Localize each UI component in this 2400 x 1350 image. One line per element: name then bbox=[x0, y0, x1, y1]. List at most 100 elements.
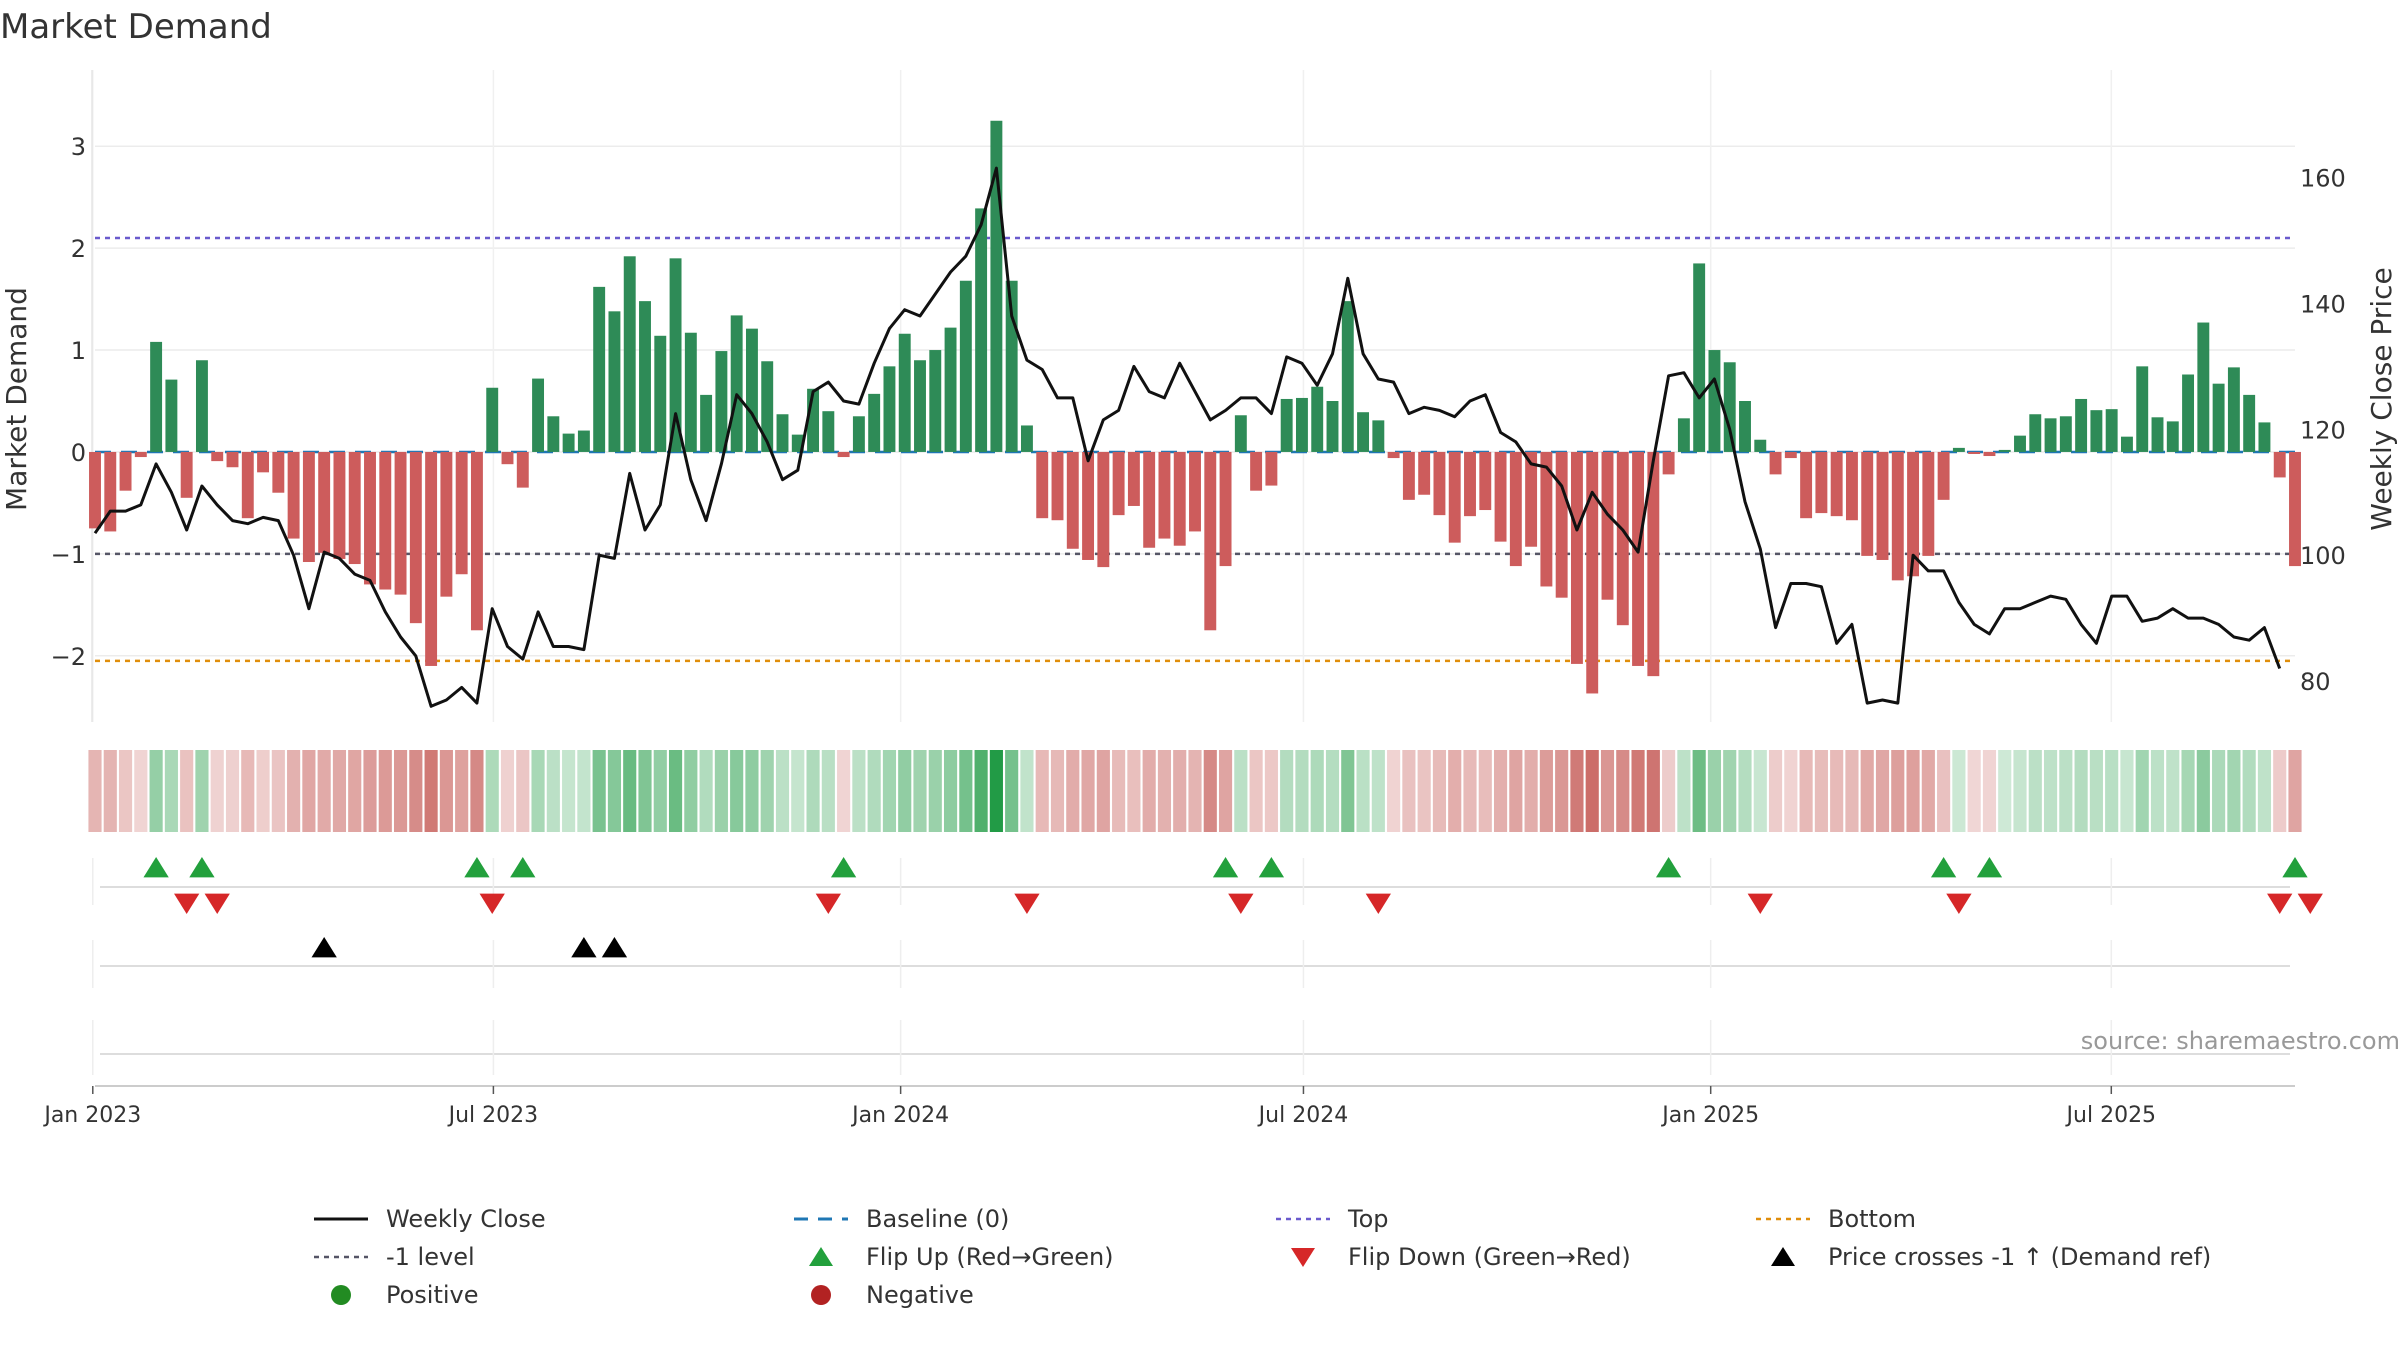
heat-strip-cell bbox=[1662, 750, 1676, 832]
heat-strip-cell bbox=[149, 750, 163, 832]
demand-bar bbox=[287, 451, 300, 539]
marker-panels bbox=[92, 858, 2295, 1087]
demand-bar bbox=[2258, 422, 2271, 452]
legend-symbol-line-solid bbox=[314, 1217, 368, 1221]
heat-strip-cell bbox=[668, 750, 683, 832]
heat-strip-cell bbox=[1509, 750, 1523, 832]
demand-heat-strip bbox=[88, 750, 2302, 832]
demand-bar bbox=[394, 451, 407, 595]
demand-bar bbox=[2227, 367, 2240, 452]
heat-strip-cell bbox=[2242, 750, 2256, 832]
demand-bar bbox=[1265, 451, 1278, 486]
heat-strip-cell bbox=[1646, 750, 1660, 832]
demand-bar bbox=[2151, 417, 2164, 452]
demand-bar bbox=[1020, 425, 1033, 452]
demand-bar bbox=[89, 451, 101, 529]
heat-strip-cell bbox=[2166, 750, 2180, 832]
heat-strip-cell bbox=[1020, 750, 1034, 832]
demand-bar bbox=[2197, 322, 2210, 452]
flip-up-marker bbox=[189, 857, 215, 878]
heat-strip-cell bbox=[775, 750, 790, 832]
heat-strip-cell bbox=[730, 750, 744, 832]
heat-strip-cell bbox=[592, 750, 606, 832]
x-tick-label: Jul 2023 bbox=[447, 1103, 539, 1128]
demand-bar bbox=[1570, 451, 1583, 664]
demand-bar bbox=[226, 451, 239, 468]
demand-bar bbox=[2105, 409, 2118, 452]
demand-bar bbox=[868, 393, 881, 452]
heat-strip-cell bbox=[2120, 750, 2134, 832]
heat-strip-cell bbox=[2043, 750, 2058, 832]
heat-strip-cell bbox=[363, 750, 377, 832]
y-tick-label: 1 bbox=[71, 337, 86, 365]
heat-strip-cell bbox=[1692, 750, 1706, 832]
flip-up-marker bbox=[510, 857, 536, 878]
heat-strip-cell bbox=[1952, 750, 1966, 832]
demand-bar bbox=[1937, 451, 1950, 500]
heat-strip-cell bbox=[302, 750, 316, 832]
demand-bar bbox=[1112, 451, 1125, 516]
demand-bar bbox=[700, 394, 713, 452]
demand-bar bbox=[1800, 451, 1813, 519]
heat-strip-cell bbox=[210, 750, 224, 832]
heat-strip-cell bbox=[2257, 750, 2272, 832]
demand-bar bbox=[241, 451, 254, 519]
price-cross-marker bbox=[311, 937, 337, 958]
demand-bar bbox=[807, 388, 820, 452]
heat-strip-cell bbox=[2288, 750, 2302, 832]
heat-strip-cell bbox=[195, 750, 209, 832]
demand-bar bbox=[470, 451, 483, 631]
heat-strip-cell bbox=[1142, 750, 1156, 832]
demand-bar bbox=[2182, 374, 2195, 452]
heat-strip-cell bbox=[1310, 750, 1324, 832]
demand-bar bbox=[1234, 415, 1247, 452]
heat-strip-cell bbox=[1341, 750, 1355, 832]
demand-bar bbox=[914, 360, 926, 452]
price-cross-marker bbox=[601, 937, 628, 958]
price-cross-markers bbox=[311, 937, 628, 958]
demand-bar bbox=[1723, 362, 1736, 452]
flip-down-marker bbox=[1365, 893, 1391, 914]
x-tick-label: Jul 2025 bbox=[2065, 1103, 2157, 1128]
heat-strip-cell bbox=[1753, 750, 1767, 832]
demand-bar bbox=[104, 451, 117, 532]
legend-item-baseline: Baseline (0) bbox=[790, 1205, 1009, 1233]
heat-strip-cell bbox=[348, 750, 362, 832]
heat-strip-cell bbox=[1081, 750, 1095, 832]
demand-bar bbox=[272, 451, 285, 493]
demand-bar bbox=[2075, 398, 2088, 452]
heat-strip-cell bbox=[2227, 750, 2241, 832]
demand-bar bbox=[150, 341, 163, 452]
flip-down-marker bbox=[204, 893, 230, 914]
heat-strip-cell bbox=[424, 750, 438, 832]
heat-strip-cell bbox=[882, 750, 897, 832]
heat-strip-cell bbox=[837, 750, 851, 832]
demand-bar bbox=[2212, 383, 2225, 452]
demand-bar bbox=[2044, 418, 2057, 452]
heat-strip-cell bbox=[470, 750, 484, 832]
flip-up-marker bbox=[1976, 857, 2003, 878]
legend-item-negative: Negative bbox=[790, 1281, 974, 1309]
heat-strip-cell bbox=[1814, 750, 1828, 832]
heat-strip-cell bbox=[577, 750, 591, 832]
source-note: source: sharemaestro.com bbox=[2081, 1027, 2400, 1055]
demand-bar bbox=[745, 328, 758, 452]
demand-bar bbox=[1219, 451, 1232, 567]
heat-strip-cell bbox=[1432, 750, 1447, 832]
demand-bar bbox=[1739, 401, 1751, 452]
flip-up-marker bbox=[1655, 857, 1682, 878]
demand-bar bbox=[1418, 451, 1431, 495]
demand-bar bbox=[501, 451, 514, 465]
heat-strip-cell bbox=[2181, 750, 2195, 832]
y-tick-label: 3 bbox=[71, 133, 86, 161]
chart-grid bbox=[91, 70, 2295, 722]
heat-strip-cell bbox=[898, 750, 912, 832]
heat-strip-cell bbox=[103, 750, 117, 832]
heat-strip-cell bbox=[1463, 750, 1477, 832]
demand-bar bbox=[1861, 451, 1874, 556]
heat-strip-cell bbox=[1799, 750, 1813, 832]
heat-strip-cell bbox=[2150, 750, 2165, 832]
heat-strip-cell bbox=[500, 750, 515, 832]
demand-bar bbox=[1387, 451, 1400, 459]
flip-down-marker bbox=[2297, 893, 2323, 914]
